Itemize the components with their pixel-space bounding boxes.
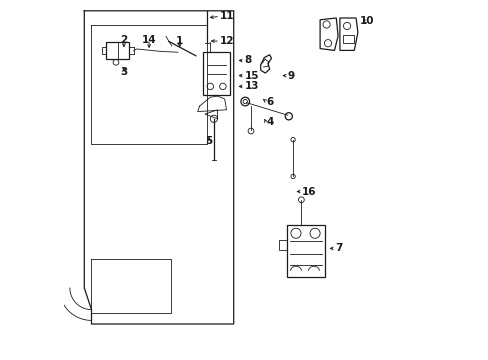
Text: 16: 16 — [302, 186, 316, 197]
Text: 10: 10 — [359, 16, 373, 26]
Text: 2: 2 — [120, 35, 127, 45]
Text: 8: 8 — [244, 55, 251, 66]
Text: 15: 15 — [244, 71, 259, 81]
Bar — [106, 42, 129, 59]
Text: 4: 4 — [265, 117, 273, 127]
Bar — [343, 35, 353, 43]
Text: 12: 12 — [220, 36, 234, 46]
Bar — [203, 52, 230, 95]
Text: 6: 6 — [265, 96, 273, 107]
Bar — [279, 240, 286, 250]
Text: 7: 7 — [335, 243, 342, 253]
Text: 11: 11 — [220, 11, 234, 21]
Text: 1: 1 — [176, 36, 183, 46]
Text: 14: 14 — [142, 35, 156, 45]
Text: 13: 13 — [244, 81, 259, 91]
Text: 3: 3 — [120, 67, 127, 77]
Text: 5: 5 — [205, 136, 212, 146]
Bar — [286, 225, 324, 277]
Text: 9: 9 — [287, 71, 294, 81]
